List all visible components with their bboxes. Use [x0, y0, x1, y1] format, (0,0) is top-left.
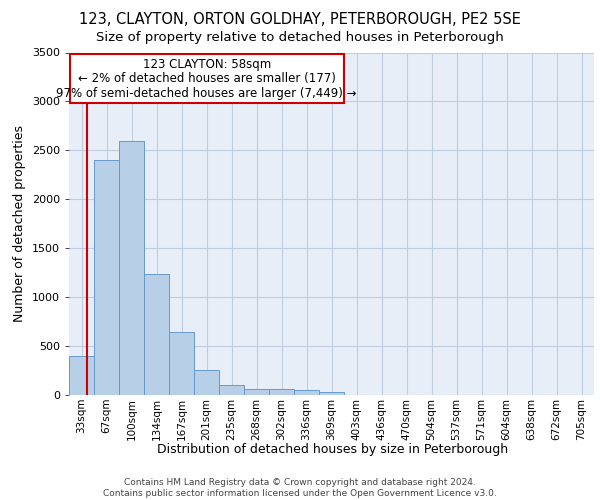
Bar — [144, 274, 169, 395]
Bar — [69, 356, 94, 395]
Text: Size of property relative to detached houses in Peterborough: Size of property relative to detached ho… — [96, 31, 504, 44]
Bar — [70, 54, 344, 104]
Text: ← 2% of detached houses are smaller (177): ← 2% of detached houses are smaller (177… — [78, 72, 335, 86]
Bar — [269, 388, 294, 395]
Bar — [169, 332, 194, 395]
Text: Distribution of detached houses by size in Peterborough: Distribution of detached houses by size … — [157, 442, 509, 456]
Text: 123 CLAYTON: 58sqm: 123 CLAYTON: 58sqm — [143, 58, 271, 70]
Bar — [319, 392, 344, 395]
Bar — [94, 160, 119, 395]
Y-axis label: Number of detached properties: Number of detached properties — [13, 125, 26, 322]
Bar — [244, 388, 269, 395]
Bar — [194, 370, 219, 395]
Bar — [219, 385, 244, 395]
Text: 97% of semi-detached houses are larger (7,449) →: 97% of semi-detached houses are larger (… — [56, 87, 357, 100]
Bar — [119, 140, 144, 395]
Text: Contains HM Land Registry data © Crown copyright and database right 2024.
Contai: Contains HM Land Registry data © Crown c… — [103, 478, 497, 498]
Text: 123, CLAYTON, ORTON GOLDHAY, PETERBOROUGH, PE2 5SE: 123, CLAYTON, ORTON GOLDHAY, PETERBOROUG… — [79, 12, 521, 28]
Bar — [294, 390, 319, 395]
